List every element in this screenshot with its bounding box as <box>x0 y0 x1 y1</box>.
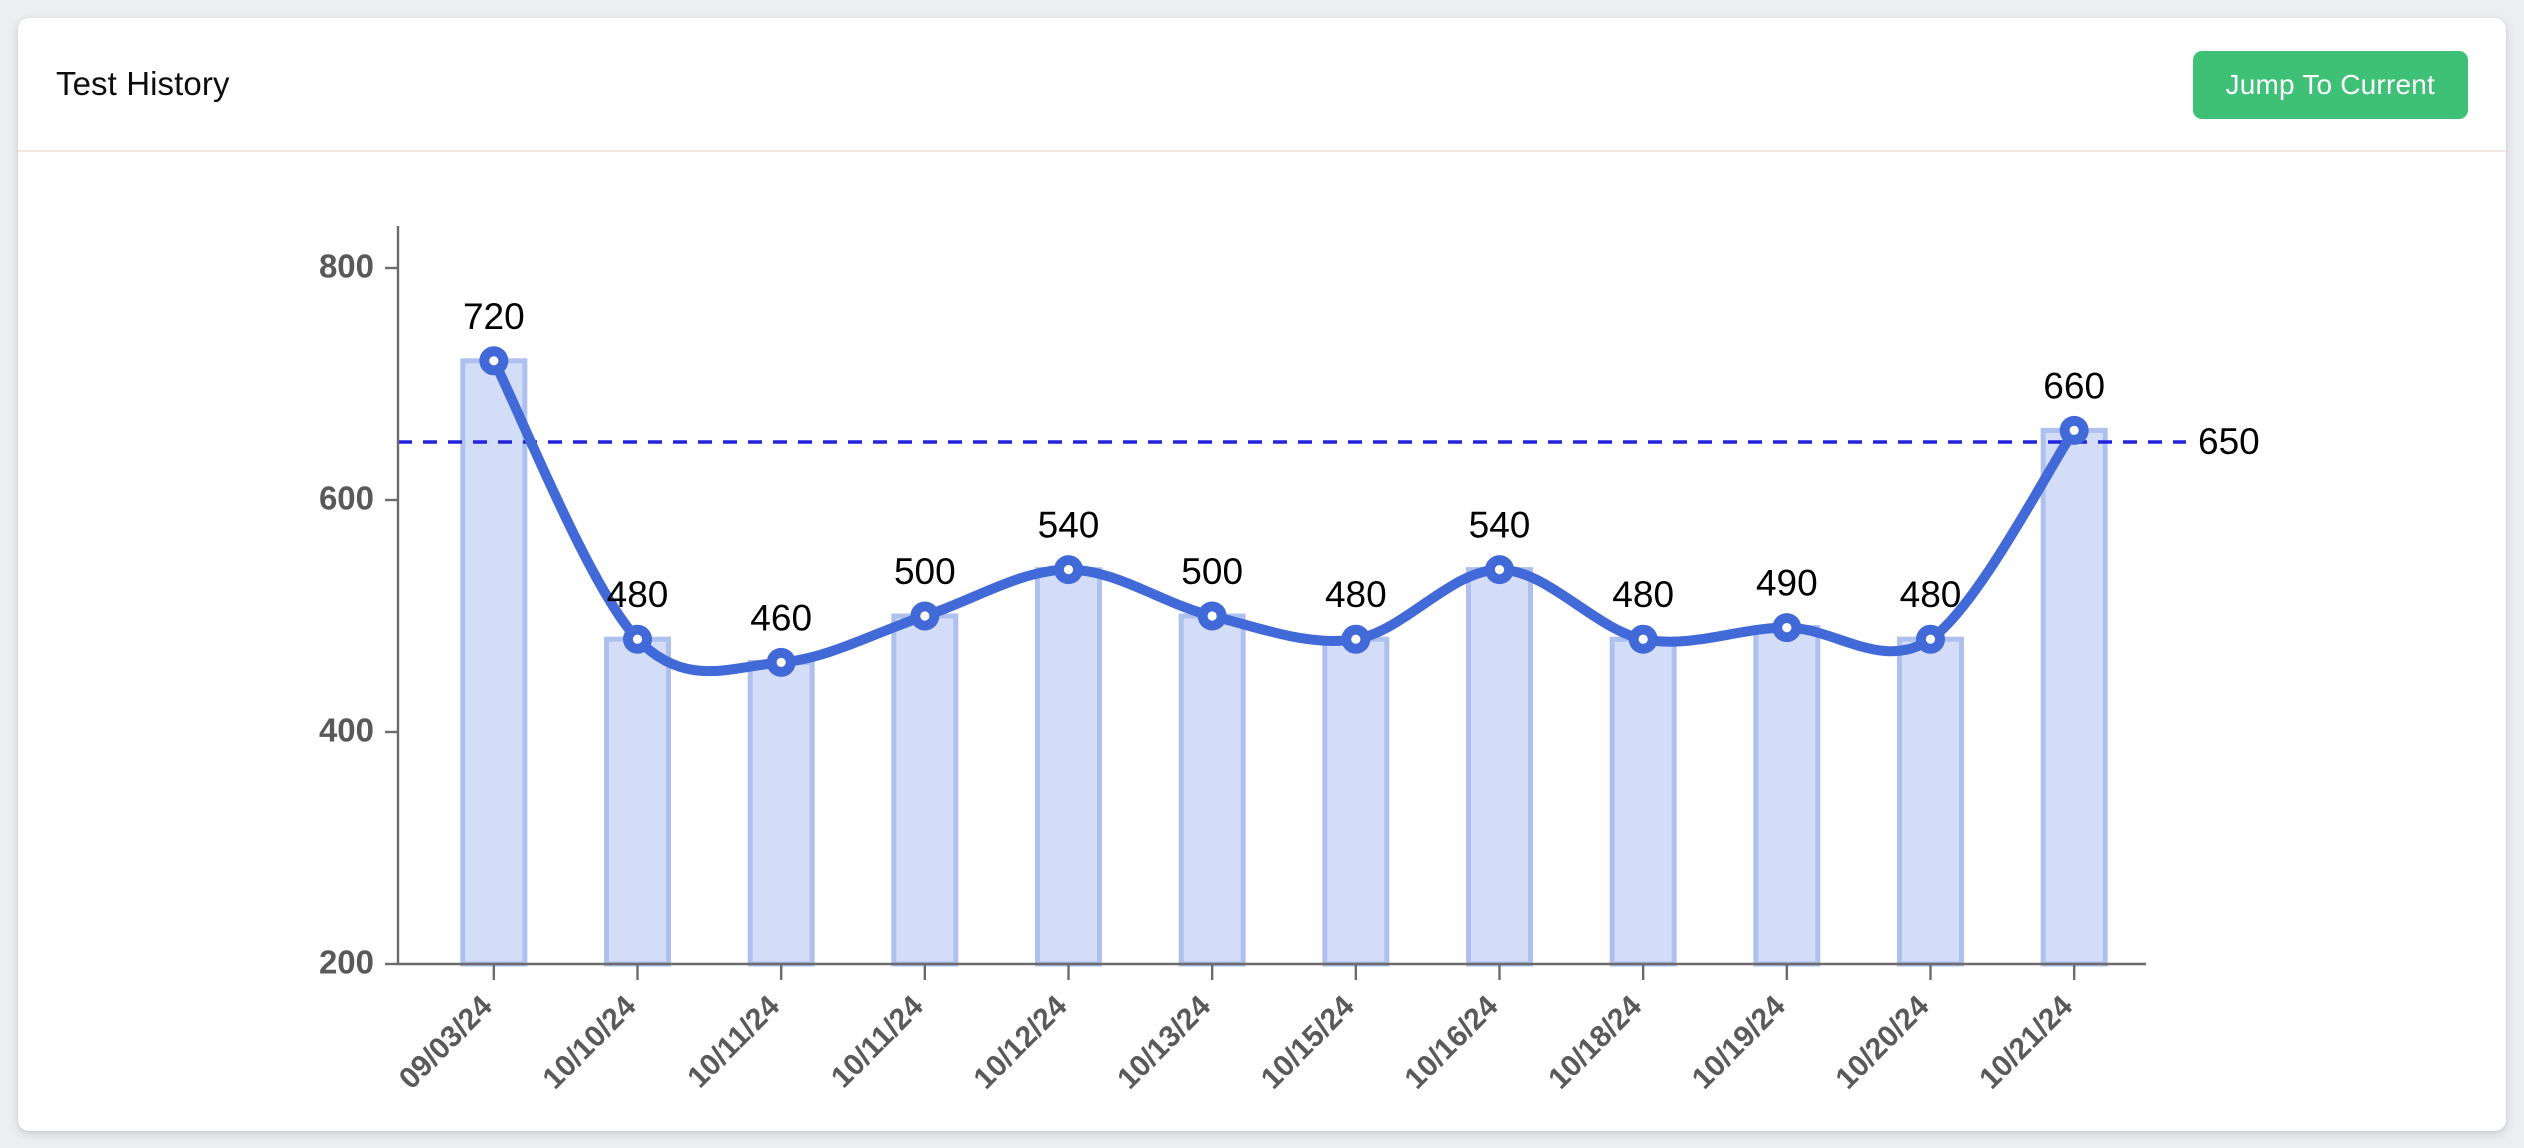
chart-point-label: 480 <box>1900 574 1962 615</box>
test-history-chart[interactable]: 650 200 400 600 800 09/03/24 10/10/24 10/11/2… <box>18 152 2506 1129</box>
chart-bar[interactable] <box>1035 567 1102 967</box>
chart-line-group <box>488 355 2080 677</box>
chart-data-point-center <box>1494 565 1505 575</box>
x-axis-labels-group: 09/03/24 10/10/24 10/11/24 10/11/24 10/12/24… <box>393 989 2079 1095</box>
chart-point-label: 500 <box>1181 551 1243 592</box>
x-axis-tick-label: 10/11/24 <box>681 989 786 1094</box>
test-history-card: Test History Jump To Current 650 200 400 6… <box>18 18 2506 1131</box>
x-axis-tick-label: 10/20/24 <box>1830 989 1936 1095</box>
chart-data-point-center <box>1638 634 1648 644</box>
chart-data-point-center <box>1782 623 1792 633</box>
jump-to-current-button[interactable]: Jump To Current <box>2192 51 2468 119</box>
x-axis-tick-label: 10/13/24 <box>1111 989 1217 1095</box>
chart-axes-group <box>385 226 2146 980</box>
chart-data-point-center <box>776 657 786 667</box>
chart-data-point-center <box>1351 634 1361 644</box>
chart-point-label: 540 <box>1469 505 1531 546</box>
chart-point-label: 480 <box>1325 574 1387 615</box>
threshold-group: 650 <box>398 421 2260 462</box>
y-axis-labels-group: 200 400 600 800 <box>319 248 374 981</box>
page-title: Test History <box>56 65 230 102</box>
chart-data-point-center <box>489 356 499 366</box>
x-axis-tick-label: 10/19/24 <box>1686 989 1792 1095</box>
chart-area: 650 200 400 600 800 09/03/24 10/10/24 10/11/2… <box>18 152 2506 1129</box>
x-axis-tick-label: 10/11/24 <box>825 989 930 1094</box>
chart-point-label: 720 <box>463 296 525 337</box>
y-axis-tick-label: 800 <box>319 248 374 285</box>
chart-bar[interactable] <box>891 613 959 967</box>
point-labels-group: 720 480 460 500 540 500 480 540 480 490 480 660 <box>463 296 2105 639</box>
chart-data-point-center <box>632 634 643 644</box>
chart-bar[interactable] <box>2040 427 2108 967</box>
chart-point-label: 660 <box>2043 365 2105 406</box>
y-axis-tick-label: 600 <box>319 480 374 517</box>
chart-point-label: 460 <box>750 597 812 638</box>
chart-bar[interactable] <box>1897 636 1964 967</box>
chart-bars-group <box>460 358 2108 967</box>
chart-markers-group <box>479 346 2089 677</box>
chart-point-label: 490 <box>1756 563 1818 604</box>
x-axis-tick-label: 10/15/24 <box>1255 989 1361 1095</box>
card-header: Test History Jump To Current <box>18 18 2506 152</box>
chart-data-point-center <box>1925 634 1936 644</box>
chart-bar[interactable] <box>1178 613 1246 967</box>
x-axis-tick-label: 10/12/24 <box>968 989 1074 1095</box>
chart-bar[interactable] <box>460 358 528 967</box>
chart-data-point-center <box>1207 611 1217 621</box>
chart-bar[interactable] <box>1322 636 1390 967</box>
x-axis-tick-label: 10/16/24 <box>1399 989 1505 1095</box>
chart-bar[interactable] <box>747 659 815 967</box>
y-axis-tick-label: 400 <box>319 712 374 749</box>
chart-data-point-center <box>920 611 930 621</box>
y-axis-tick-label: 200 <box>319 944 374 981</box>
chart-bar[interactable] <box>604 636 671 967</box>
x-axis-tick-label: 10/21/24 <box>1973 989 2079 1095</box>
chart-line <box>488 355 2080 677</box>
chart-point-label: 480 <box>607 574 669 615</box>
chart-data-point-center <box>2069 425 2079 435</box>
chart-bar[interactable] <box>1753 625 1821 967</box>
chart-bar[interactable] <box>1466 567 1533 967</box>
chart-point-label: 540 <box>1038 505 1100 546</box>
chart-data-point-center <box>1063 565 1074 575</box>
x-axis-tick-label: 09/03/24 <box>393 989 499 1095</box>
x-axis-tick-label: 10/18/24 <box>1542 989 1648 1095</box>
chart-bar[interactable] <box>1609 636 1677 967</box>
threshold-label: 650 <box>2198 421 2260 462</box>
chart-point-label: 500 <box>894 551 956 592</box>
x-axis-tick-label: 10/10/24 <box>537 989 643 1095</box>
chart-point-label: 480 <box>1612 574 1674 615</box>
